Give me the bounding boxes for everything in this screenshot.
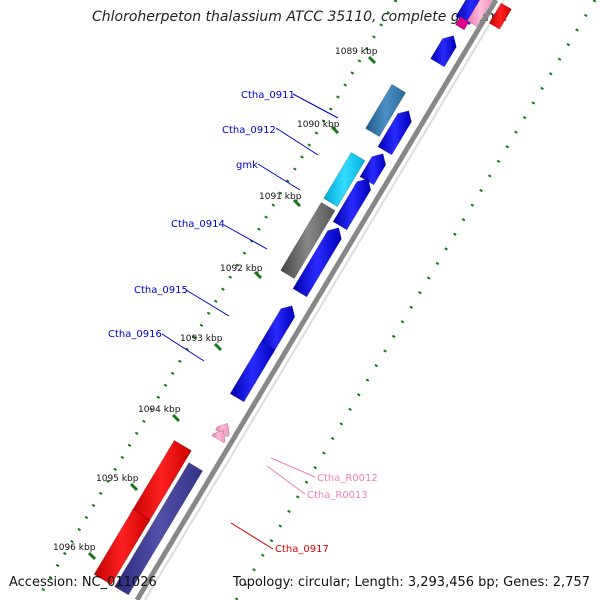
kbp-label-1090: 1090 kbp: [297, 120, 340, 130]
gene-label-layer: [161, 93, 339, 550]
gene-label-ctha-0915[interactable]: Ctha_0915: [134, 285, 188, 296]
kbp-tick: [253, 270, 263, 280]
map-title: Chloroherpeton thalassium ATCC 35110, co…: [92, 9, 508, 25]
gene-label-gmk[interactable]: gmk: [236, 160, 258, 171]
leader-ctha-0914: [223, 224, 268, 250]
gene-label-ctha-r0012[interactable]: Ctha_R0012: [317, 473, 378, 484]
leader-ctha-0917: [230, 522, 274, 550]
cds-feature-d[interactable]: [359, 153, 387, 186]
cds-feature-e[interactable]: [332, 178, 372, 231]
cds-feature-ctha-0911[interactable]: [365, 83, 407, 138]
kbp-tick: [213, 342, 223, 352]
backbone-outer: [144, 0, 505, 600]
leader-ctha-0911: [292, 93, 339, 119]
kbp-tick: [87, 551, 97, 561]
cds-feature-b[interactable]: [430, 35, 457, 68]
cds-feature-c[interactable]: [377, 110, 412, 156]
cds-feature-gmk[interactable]: [323, 151, 366, 208]
kbp-tick: [367, 55, 377, 65]
kbp-tick: [129, 482, 139, 492]
rrna-feature-top[interactable]: [466, 0, 493, 27]
feature-track: [93, 0, 512, 596]
kbp-label-1093: 1093 kbp: [180, 334, 223, 344]
cds-feature-red-b[interactable]: [93, 508, 151, 586]
gene-label-ctha-0914[interactable]: Ctha_0914: [171, 219, 225, 230]
rrna-feature-ctha-r0013[interactable]: [211, 429, 226, 444]
gc-track-inner: [35, 0, 398, 600]
kbp-tick: [292, 198, 302, 208]
kbp-label-1091: 1091 kbp: [259, 192, 302, 202]
leader-ctha-0916: [161, 333, 205, 362]
summary-text: Topology: circular; Length: 3,293,456 bp…: [232, 575, 590, 590]
cds-feature-ctha-0914[interactable]: [280, 201, 336, 280]
leader-ctha-0915: [185, 289, 230, 317]
gene-label-ctha-0916[interactable]: Ctha_0916: [108, 329, 162, 340]
gene-label-ctha-0917[interactable]: Ctha_0917: [275, 544, 329, 555]
kbp-label-1095: 1095 kbp: [96, 474, 139, 484]
cds-feature-top-red[interactable]: [488, 2, 512, 30]
cds-feature-h[interactable]: [229, 341, 276, 403]
kbp-tick: [171, 413, 181, 423]
kbp-ticks: [87, 55, 377, 561]
leader-gmk: [257, 163, 301, 191]
cds-feature-purple[interactable]: [114, 462, 204, 596]
rrna-feature-ctha-r0012[interactable]: [215, 422, 230, 438]
gene-label-ctha-0911[interactable]: Ctha_0911: [241, 90, 295, 101]
gene-label-ctha-0912[interactable]: Ctha_0912: [222, 125, 276, 136]
accession-text: Accession: NC_011026: [9, 575, 157, 590]
cds-feature-ctha-0917[interactable]: [129, 439, 192, 526]
kbp-label-1096: 1096 kbp: [53, 543, 96, 553]
kbp-label-1094: 1094 kbp: [138, 405, 181, 415]
backbone: [134, 0, 499, 600]
gene-label-ctha-r0013[interactable]: Ctha_R0013: [307, 490, 368, 501]
kbp-tick: [330, 125, 340, 135]
leader-ctha-r0012: [270, 457, 316, 478]
kbp-label-1092: 1092 kbp: [220, 264, 263, 274]
leader-ctha-r0013: [266, 465, 306, 495]
kbp-label-1089: 1089 kbp: [335, 47, 378, 57]
cds-feature-f[interactable]: [292, 227, 342, 298]
leader-ctha-0912: [275, 127, 319, 156]
feature-magenta[interactable]: [455, 16, 470, 31]
